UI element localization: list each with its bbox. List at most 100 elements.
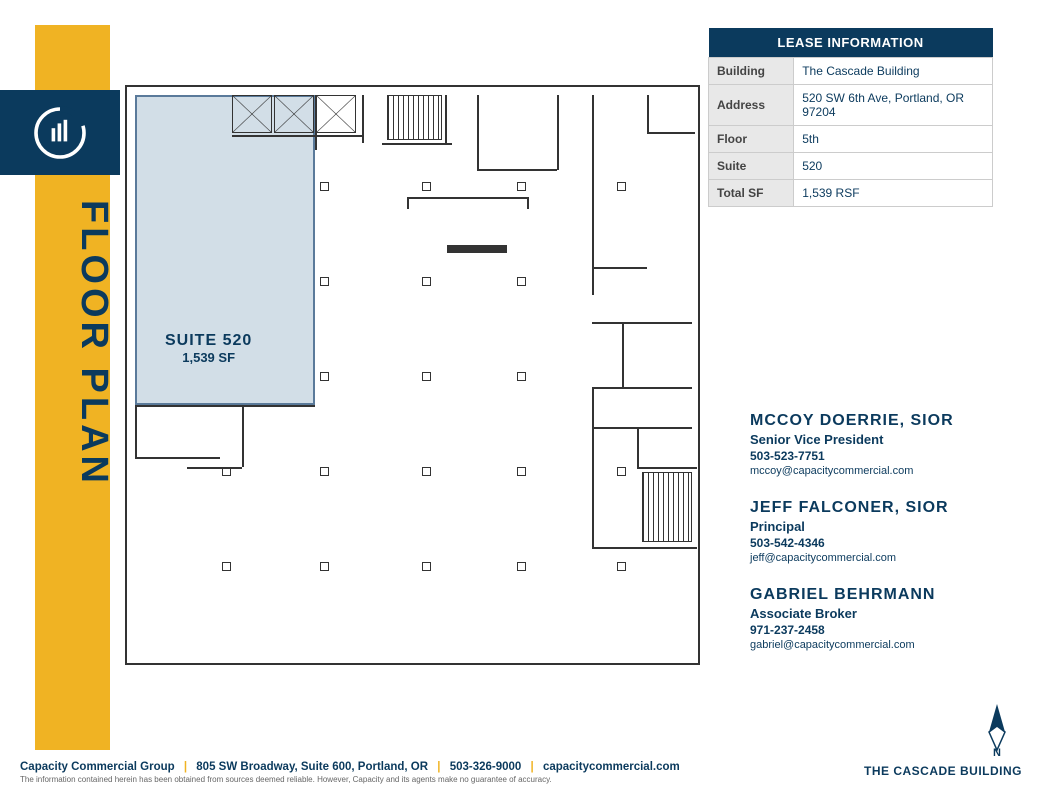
contact-name: JEFF FALCONER, SIOR [750, 499, 1010, 517]
fp-column [617, 467, 626, 476]
fp-wall [382, 143, 452, 145]
fp-wall [362, 95, 364, 143]
company-logo [0, 90, 120, 175]
contact-title: Senior Vice President [750, 432, 1010, 447]
svg-text:N: N [993, 747, 1001, 757]
contact-phone: 971-237-2458 [750, 623, 1010, 637]
lease-row-value: 520 [794, 153, 993, 180]
lease-row: Total SF1,539 RSF [709, 180, 993, 207]
lease-row: Floor5th [709, 126, 993, 153]
contact-email: mccoy@capacitycommercial.com [750, 465, 1010, 477]
fp-column [422, 562, 431, 571]
fp-column [517, 562, 526, 571]
lease-row: Suite520 [709, 153, 993, 180]
lease-row-label: Building [709, 58, 794, 85]
fp-wall [592, 427, 692, 429]
lease-row: Address520 SW 6th Ave, Portland, OR 9720… [709, 85, 993, 126]
fp-wall [592, 547, 697, 549]
fp-stairs [387, 95, 442, 140]
lease-row-label: Suite [709, 153, 794, 180]
page-title-vertical: FLOOR PLAN [40, 200, 115, 487]
fp-column [320, 467, 329, 476]
fp-wall [477, 95, 479, 170]
fp-wall [592, 387, 594, 547]
contact-email: gabriel@capacitycommercial.com [750, 639, 1010, 651]
fp-column [222, 562, 231, 571]
contact-card: GABRIEL BEHRMANN Associate Broker 971-237-… [750, 586, 1010, 651]
fp-column [517, 467, 526, 476]
fp-wall [242, 407, 244, 467]
fp-wall [135, 407, 137, 457]
fp-wall [477, 169, 557, 171]
lease-row: BuildingThe Cascade Building [709, 58, 993, 85]
fp-column [320, 277, 329, 286]
lease-row-value: The Cascade Building [794, 58, 993, 85]
suite-name: SUITE 520 [165, 332, 252, 350]
fp-wall [637, 467, 697, 469]
fp-wall [232, 135, 362, 137]
contacts-block: MCCOY DOERRIE, SIOR Senior Vice President… [750, 412, 1010, 673]
fp-wall [187, 467, 242, 469]
contact-name: GABRIEL BEHRMANN [750, 586, 1010, 604]
fp-wall [135, 405, 315, 407]
contact-phone: 503-523-7751 [750, 449, 1010, 463]
fp-wall [447, 245, 507, 253]
fp-column [617, 182, 626, 191]
fp-column [422, 372, 431, 381]
fp-column [320, 562, 329, 571]
fp-wall [592, 95, 594, 295]
floor-plan-diagram: SUITE 520 1,539 SF [125, 85, 700, 665]
fp-column [422, 277, 431, 286]
contact-card: JEFF FALCONER, SIOR Principal 503-542-4346… [750, 499, 1010, 564]
footer-website: capacitycommercial.com [543, 761, 680, 773]
lease-row-value: 1,539 RSF [794, 180, 993, 207]
fp-elevator [232, 95, 272, 133]
logo-icon [30, 103, 90, 163]
fp-column [517, 182, 526, 191]
fp-wall [407, 197, 527, 199]
fp-wall [135, 457, 220, 459]
footer-phone: 503-326-9000 [450, 761, 522, 773]
contact-card: MCCOY DOERRIE, SIOR Senior Vice President… [750, 412, 1010, 477]
fp-column [517, 277, 526, 286]
fp-elevator [274, 95, 314, 133]
contact-title: Associate Broker [750, 606, 1010, 621]
fp-wall [647, 132, 695, 134]
fp-wall [647, 95, 649, 133]
compass-north: N [977, 702, 1017, 762]
fp-column [320, 372, 329, 381]
fp-wall [592, 322, 692, 324]
fp-column [422, 467, 431, 476]
fp-wall [637, 427, 639, 469]
lease-row-label: Address [709, 85, 794, 126]
fp-column [320, 182, 329, 191]
fp-wall [445, 95, 447, 143]
footer-building-name: THE CASCADE BUILDING [864, 764, 1022, 778]
lease-row-label: Floor [709, 126, 794, 153]
fp-wall [315, 95, 317, 150]
suite-label: SUITE 520 1,539 SF [165, 332, 252, 365]
fp-wall [592, 387, 692, 389]
fp-elevator [316, 95, 356, 133]
contact-email: jeff@capacitycommercial.com [750, 552, 1010, 564]
lease-info-table: LEASE INFORMATION BuildingThe Cascade Bu… [708, 28, 993, 207]
suite-sf: 1,539 SF [165, 350, 252, 365]
contact-title: Principal [750, 519, 1010, 534]
footer: Capacity Commercial Group | 805 SW Broad… [20, 761, 1022, 784]
fp-wall [407, 197, 409, 209]
contact-phone: 503-542-4346 [750, 536, 1010, 550]
fp-wall [557, 95, 559, 170]
lease-row-label: Total SF [709, 180, 794, 207]
fp-wall [622, 322, 624, 387]
lease-row-value: 520 SW 6th Ave, Portland, OR 97204 [794, 85, 993, 126]
footer-company: Capacity Commercial Group [20, 761, 175, 773]
footer-address: 805 SW Broadway, Suite 600, Portland, OR [196, 761, 428, 773]
fp-column [422, 182, 431, 191]
fp-stairs [642, 472, 692, 542]
contact-name: MCCOY DOERRIE, SIOR [750, 412, 1010, 430]
fp-wall [592, 267, 647, 269]
fp-wall [527, 197, 529, 209]
fp-column [517, 372, 526, 381]
lease-row-value: 5th [794, 126, 993, 153]
fp-column [617, 562, 626, 571]
